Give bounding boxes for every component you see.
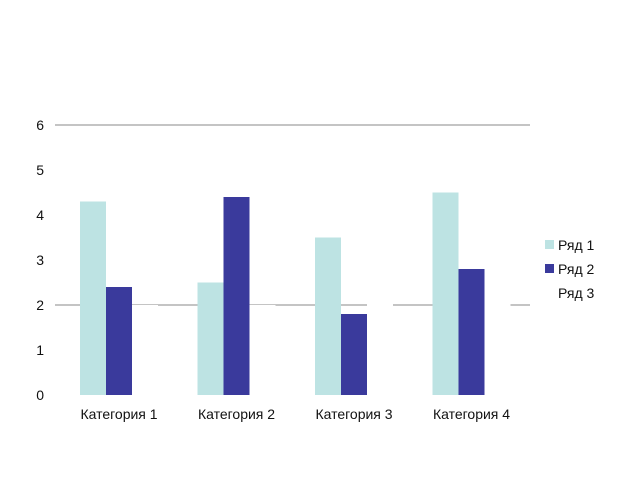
legend-swatch (545, 264, 554, 273)
x-tick-label: Категория 3 (315, 406, 392, 422)
legend-label: Ряд 1 (558, 237, 595, 253)
bar-3-4 (484, 170, 511, 395)
bar-2-3 (341, 314, 367, 395)
x-tick-label: Категория 2 (198, 406, 275, 422)
x-tick-label: Категория 4 (433, 406, 510, 422)
legend-label: Ряд 2 (558, 261, 595, 277)
y-tick-label: 6 (36, 117, 44, 133)
y-tick-label: 5 (36, 162, 44, 178)
bar-1-4 (432, 192, 459, 395)
bar-1-1 (80, 201, 106, 395)
bar-1-3 (315, 237, 341, 395)
legend-swatch (545, 240, 554, 249)
y-tick-label: 3 (36, 252, 44, 268)
bar-3-2 (249, 305, 276, 395)
bar-2-1 (106, 287, 132, 395)
bar-3-3 (367, 260, 393, 395)
legend-swatch (545, 288, 554, 297)
bar-2-4 (458, 269, 485, 395)
y-tick-label: 0 (36, 387, 44, 403)
y-tick-label: 4 (36, 207, 44, 223)
y-tick-label: 2 (36, 297, 44, 313)
bar-2-2 (223, 197, 250, 395)
bar-3-1 (132, 305, 158, 395)
y-tick-label: 1 (36, 342, 44, 358)
legend-label: Ряд 3 (558, 285, 595, 301)
bar-1-2 (197, 282, 224, 395)
x-tick-label: Категория 1 (80, 406, 157, 422)
